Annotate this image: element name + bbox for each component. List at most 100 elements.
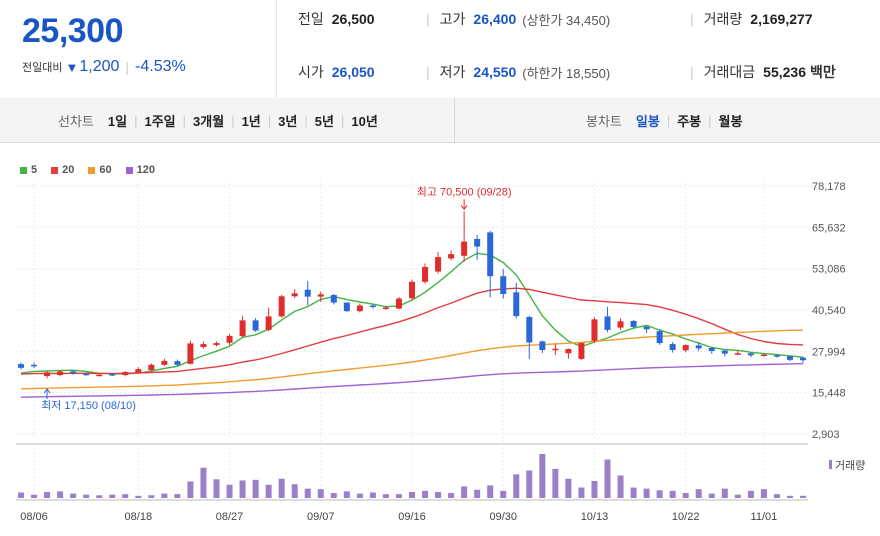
candle [669,344,676,350]
x-tick-label: 08/27 [216,511,244,523]
candle [500,276,507,294]
volume-bar [278,478,285,498]
ma20-line [20,287,804,375]
volume-bar [734,494,741,498]
tab-3year[interactable]: 3년 [278,113,298,129]
candle-chart-label[interactable]: 봉차트 [586,113,622,129]
candle [643,326,650,330]
volume-bar [83,494,90,498]
tab-1week[interactable]: 1주일 [144,113,176,129]
volume-bar [604,459,611,498]
candle [31,364,38,367]
ma120-line [20,362,804,398]
volume-bar [669,490,676,498]
tab-1day[interactable]: 1일 [107,113,128,129]
high-value: 26,400 [473,11,517,27]
candle-chart-tabs: 봉차트 일봉 | 주봉 | 월봉 [586,112,743,129]
tab-monthly[interactable]: 월봉 [718,113,743,129]
candle [57,371,64,376]
low-arrow-head [43,388,51,394]
tab-5year[interactable]: 5년 [314,113,334,129]
candle [526,317,533,343]
volume-bar [135,495,142,498]
candle [630,321,637,327]
legend-ma120: 120 [125,164,155,176]
candle [44,372,51,377]
candle [226,335,233,343]
candle [83,373,90,376]
high-arrow-head [460,204,468,211]
chart-tab-bar: 선차트 1일 | 1주일 | 3개월 | 1년 | 3년 | 5년 | 10년 봉차트 일봉… [0,98,880,143]
tab-1year[interactable]: 1년 [241,113,261,129]
ma-legend: 5 20 60 120 [20,164,169,176]
tab-weekly[interactable]: 주봉 [677,113,702,129]
volume-value: 2,169,277 [750,11,813,27]
open-value: 26,050 [331,64,375,80]
y-tick-label: 78,178 [812,181,846,193]
volume-bar [161,493,168,498]
down-arrow-icon: ▼ [65,59,79,75]
volume-bar [656,490,663,498]
candle [734,353,741,355]
high-price: | 고가 26,400 (상한가 34,450) [426,11,611,28]
volume-bar [565,478,572,498]
candle [656,331,663,344]
candle [174,361,181,365]
volume-bar [122,494,129,498]
current-price: 25,300 [22,12,124,50]
line-chart-label[interactable]: 선차트 [58,113,94,129]
candle [760,354,767,357]
candle [135,369,142,373]
tab-daily[interactable]: 일봉 [635,113,660,129]
candle [747,353,754,356]
volume-bar [500,490,507,498]
x-tick-label: 08/06 [20,511,48,523]
candle [617,321,624,328]
candle [422,266,429,282]
prev-close: 전일 26,500 [298,11,375,27]
volume-bar [369,492,376,498]
volume-bar [18,492,24,498]
y-tick-label: 15,448 [812,388,846,400]
amount-value: 55,236 [763,64,806,80]
volume-bar [291,484,298,498]
candle [148,364,155,371]
volume-bar [591,480,598,498]
volume-bar [422,490,429,498]
volume-bar [800,495,806,498]
volume-bar [448,493,455,498]
x-tick-label: 10/22 [672,511,700,523]
tab-10year[interactable]: 10년 [351,113,378,129]
change-label: 전일대비 [22,62,63,74]
volume-bar [513,474,520,498]
line-chart-tabs: 선차트 1일 | 1주일 | 3개월 | 1년 | 3년 | 5년 | 10년 [58,112,378,129]
volume-bar [786,495,793,498]
low-value: 24,550 [473,64,517,80]
lower-limit: (하한가 18,550) [522,65,611,81]
candle [278,296,285,317]
candle [317,294,324,297]
open-price: 시가 26,050 [298,64,375,80]
candle [109,374,116,376]
candle [96,374,103,377]
volume-bar [617,475,624,498]
volume-bar [226,484,233,498]
candle [786,356,793,360]
candle [474,238,481,247]
x-tick-label: 10/13 [581,511,609,523]
candle [382,307,389,309]
y-tick-label: 40,540 [812,305,846,317]
volume-bar [526,470,533,498]
candle [682,345,689,351]
volume-bar [304,488,311,498]
ma5-line [20,252,804,375]
legend-ma5: 5 [20,164,37,176]
candle [461,241,468,256]
tab-3month[interactable]: 3개월 [193,113,225,129]
candle [291,293,298,297]
volume-bar [109,494,116,498]
candle [395,298,402,309]
price-change: 전일대비 ▼ 1,200 | -4.53% [22,58,186,76]
volume-bar [343,491,350,498]
volume-bar [239,480,246,498]
